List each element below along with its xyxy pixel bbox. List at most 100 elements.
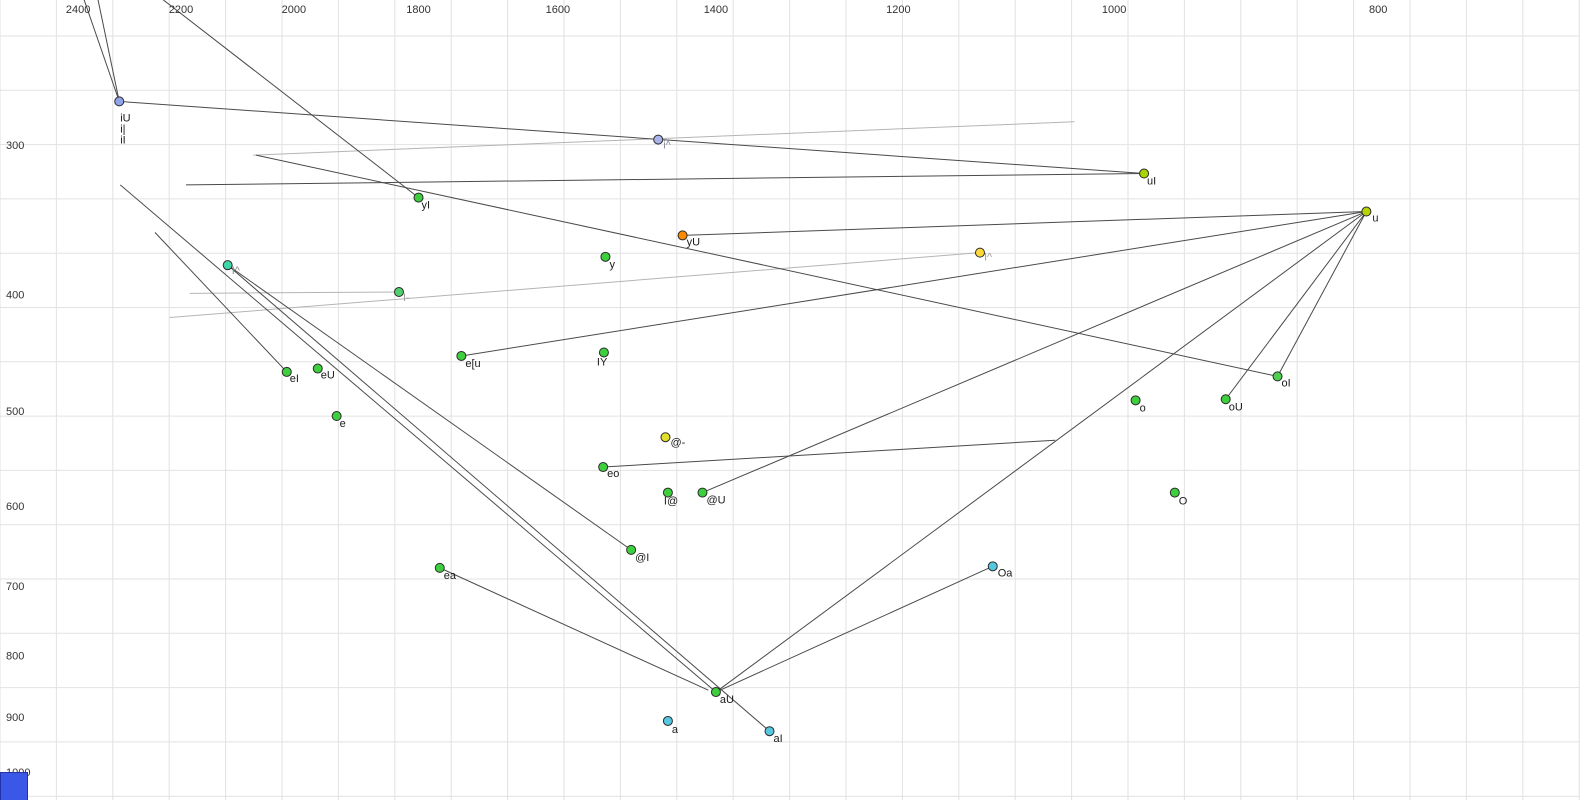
data-point[interactable] (987, 561, 998, 572)
data-point[interactable] (393, 287, 404, 298)
point-label: e[u (465, 358, 480, 370)
trajectory-line (1277, 211, 1367, 377)
trajectory-line (682, 211, 1367, 236)
data-point[interactable] (1139, 168, 1150, 179)
trajectory-line (227, 264, 632, 551)
data-point[interactable] (281, 366, 292, 377)
trajectory-line (603, 439, 1056, 468)
trajectory-line (119, 184, 717, 693)
trajectory-line (702, 211, 1367, 494)
x-tick-label: 1600 (546, 4, 570, 16)
point-label: oI (1282, 377, 1291, 389)
trajectory-line (227, 264, 770, 732)
data-point[interactable] (1361, 206, 1372, 217)
trajectory-line (715, 565, 993, 693)
data-point[interactable] (626, 544, 637, 555)
trajectory-line (169, 252, 981, 319)
point-label: e (340, 418, 346, 430)
y-tick-label: 400 (6, 290, 24, 302)
x-tick-label: 1200 (886, 4, 910, 16)
data-point[interactable] (222, 260, 233, 271)
point-label: eI (290, 373, 299, 385)
trajectory-line (154, 232, 288, 373)
y-tick-label: 800 (6, 651, 24, 663)
trajectory-line (1225, 211, 1367, 400)
x-tick-label: 1400 (704, 4, 728, 16)
data-point[interactable] (710, 687, 721, 698)
x-tick-label: 2000 (282, 4, 306, 16)
y-tick-label: 700 (6, 581, 24, 593)
x-tick-label: 2200 (169, 4, 193, 16)
y-tick-label: 500 (6, 406, 24, 418)
data-point[interactable] (697, 487, 708, 498)
trajectory-line (253, 121, 1075, 156)
data-point[interactable] (600, 251, 611, 262)
data-point[interactable] (677, 230, 688, 241)
point-label: Oa (998, 567, 1014, 579)
trajectory-line (255, 154, 1278, 377)
point-label: I^ (984, 252, 993, 264)
point-label: I^ (232, 265, 241, 277)
trajectory-line (185, 173, 1145, 186)
y-tick-label: 300 (6, 140, 24, 152)
point-label: ea (444, 570, 457, 582)
data-point[interactable] (653, 134, 664, 145)
point-label: yI (422, 200, 431, 212)
point-label: I@ (664, 496, 678, 508)
x-tick-label: 800 (1369, 4, 1387, 16)
data-point[interactable] (1220, 394, 1231, 405)
data-point[interactable] (660, 432, 671, 443)
x-tick-label: 1000 (1102, 4, 1126, 16)
point-label: i^ (663, 140, 671, 152)
data-point[interactable] (331, 411, 342, 422)
point-label: a (672, 724, 679, 736)
data-point[interactable] (1130, 395, 1141, 406)
data-point[interactable] (598, 347, 609, 358)
trajectory-line (461, 211, 1367, 357)
data-point[interactable] (598, 462, 609, 473)
trajectory-line (119, 100, 1145, 175)
point-label: IY (597, 356, 608, 368)
data-point[interactable] (662, 487, 673, 498)
point-label: uI (1147, 176, 1156, 188)
point-label: I- (403, 292, 410, 304)
point-label: @- (670, 437, 685, 449)
data-point[interactable] (434, 562, 445, 573)
point-sub-label: i| (120, 123, 125, 135)
y-tick-label: 600 (6, 501, 24, 513)
point-label: oU (1229, 401, 1243, 413)
data-point[interactable] (413, 192, 424, 203)
data-point[interactable] (1169, 487, 1180, 498)
point-label: aI (774, 733, 783, 745)
trajectory-line (715, 211, 1367, 693)
point-label: y (609, 259, 615, 271)
point-label: yU (687, 236, 701, 248)
data-point[interactable] (1272, 371, 1283, 382)
data-point[interactable] (662, 715, 673, 726)
window-corner-fragment (0, 772, 28, 800)
y-tick-label: 900 (6, 712, 24, 724)
trajectory-line (189, 291, 399, 294)
data-point[interactable] (764, 726, 775, 737)
point-label: @U (706, 495, 725, 507)
point-label: aU (720, 694, 734, 706)
point-label: iU (120, 112, 130, 124)
trajectory-line (162, 0, 419, 198)
point-label: eo (607, 468, 619, 480)
trajectory-line (83, 0, 120, 102)
point-label: @I (635, 552, 649, 564)
x-tick-label: 2400 (66, 4, 90, 16)
data-point[interactable] (114, 96, 125, 107)
data-point[interactable] (312, 363, 323, 374)
trajectory-line (97, 0, 120, 102)
point-label: eU (321, 370, 335, 382)
point-label: u (1372, 213, 1378, 225)
point-label: o (1140, 402, 1146, 414)
x-tick-label: 1800 (406, 4, 430, 16)
data-point[interactable] (456, 350, 467, 361)
point-sub-label: iI (120, 134, 126, 146)
trajectory-line (439, 567, 709, 691)
data-point[interactable] (974, 247, 985, 258)
